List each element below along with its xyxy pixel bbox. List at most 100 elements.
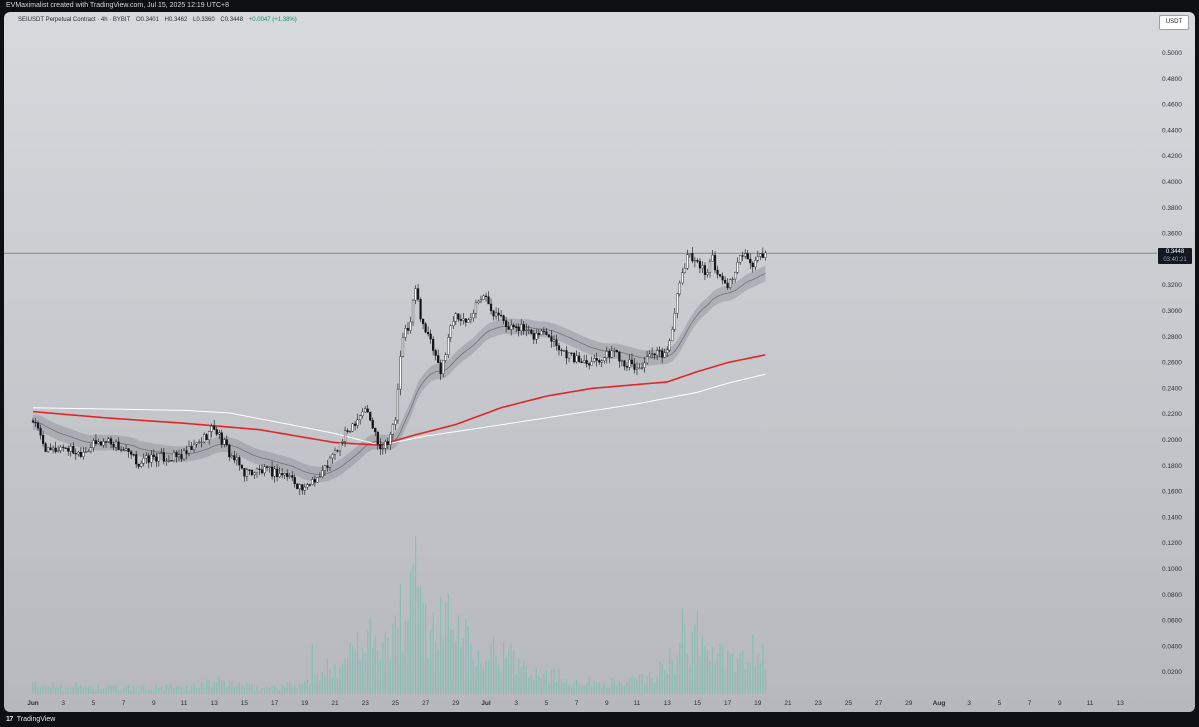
currency-button[interactable]: USDT — [1159, 15, 1189, 30]
volume-bar — [651, 678, 653, 694]
candle-down — [542, 330, 545, 332]
price-tick-label: 0.2000 — [1162, 437, 1182, 444]
volume-bar — [316, 674, 318, 694]
volume-bar — [203, 688, 205, 694]
volume-bar — [85, 686, 87, 694]
candle-up — [283, 473, 286, 476]
candle-down — [532, 333, 535, 340]
candle-down — [354, 423, 357, 426]
volume-bar — [412, 564, 414, 694]
volume-bar — [593, 681, 595, 694]
price-tick-label: 0.0200 — [1162, 669, 1182, 676]
volume-bar — [540, 678, 542, 694]
candle-up — [701, 265, 704, 269]
volume-bar — [57, 687, 59, 694]
volume-bar — [382, 642, 384, 694]
volume-bar — [138, 690, 140, 694]
volume-bar — [105, 687, 107, 694]
volume-bar — [357, 632, 359, 694]
candle-up — [223, 439, 226, 445]
price-axis[interactable]: 0.5000 0.4800 0.4600 0.4400 0.4200 0.4000 0.38… — [1162, 50, 1182, 676]
candle-up — [182, 450, 186, 460]
volume-bar — [180, 687, 183, 694]
volume-bar — [611, 678, 613, 694]
time-axis[interactable]: Jun 3 5 7 9 11 13 15 17 19 21 23 25 27 29 Jul 3 5 7 9 11 13 15… — [27, 700, 1124, 707]
volume-bar — [492, 636, 495, 694]
volume-bar — [233, 686, 235, 694]
candle-up — [255, 468, 259, 473]
candle-down — [545, 331, 548, 335]
volume-bar — [274, 685, 276, 694]
volume-bar — [762, 645, 764, 694]
candle-up — [399, 356, 402, 390]
volume-bar — [563, 681, 565, 694]
candle-up — [331, 454, 334, 459]
candle-down — [170, 460, 173, 462]
candle-down — [301, 484, 304, 491]
candle-up — [467, 319, 470, 323]
volume-bar — [661, 664, 663, 694]
candle-down — [723, 279, 727, 284]
candle-down — [578, 355, 581, 362]
volume-bar — [349, 642, 351, 694]
candle-down — [180, 454, 183, 460]
volume-bar — [399, 583, 402, 694]
candle-down — [99, 441, 103, 446]
candle-down — [598, 360, 601, 363]
volume-bar — [535, 668, 537, 694]
candle-up — [341, 441, 344, 443]
symbol-name: SEIUSDT Perpetual Contract · 4h · BYBIT — [18, 17, 131, 23]
candle-down — [416, 288, 420, 300]
candle-up — [140, 462, 143, 467]
volume-bar — [445, 601, 447, 694]
candle-up — [731, 278, 734, 281]
volume-bar — [487, 660, 490, 694]
candle-up — [409, 321, 412, 331]
volume-bar — [744, 669, 746, 694]
candle-down — [459, 319, 462, 321]
candle-up — [648, 353, 651, 357]
candle-down — [703, 265, 707, 275]
volume-bar — [681, 608, 683, 694]
volume-bar — [513, 649, 515, 694]
candle-down — [741, 255, 744, 257]
price-tick-label: 0.3000 — [1162, 308, 1182, 315]
price-tick-label: 0.1600 — [1162, 489, 1182, 496]
volume-bar — [218, 675, 220, 694]
volume-bar — [291, 686, 293, 694]
candle-up — [469, 317, 472, 320]
candle-down — [713, 254, 717, 271]
candle-up — [462, 318, 465, 321]
volume-bar — [533, 679, 535, 694]
candle-up — [452, 321, 455, 327]
time-tick-label: 5 — [998, 700, 1002, 707]
volume-bar — [284, 686, 286, 694]
volume-bar — [326, 658, 329, 694]
time-tick-label: 11 — [1087, 700, 1094, 707]
price-tick-label: 0.4200 — [1162, 153, 1182, 160]
candle-up — [235, 457, 238, 461]
candle-up — [157, 453, 160, 462]
candle-down — [286, 473, 289, 477]
candle-down — [437, 355, 440, 363]
candle-down — [555, 339, 558, 346]
volume-bar — [752, 634, 754, 694]
time-tick-label: Jun — [27, 700, 39, 707]
candle-down — [421, 318, 425, 325]
volume-bar — [198, 687, 200, 694]
candle-down — [580, 361, 583, 363]
volume-bar — [72, 687, 74, 694]
volume-bar — [573, 682, 575, 694]
volume-bar — [613, 680, 615, 694]
volume-bar — [419, 587, 422, 694]
candle-up — [200, 441, 203, 443]
bar-countdown: 03:40:21 — [1163, 257, 1187, 263]
volume-bar — [606, 688, 608, 694]
candle-down — [492, 310, 495, 317]
volume-bar — [160, 686, 162, 694]
volume-bar — [402, 651, 404, 694]
volume-bar — [409, 571, 412, 694]
volume-bar — [314, 675, 316, 694]
volume-bar — [228, 680, 230, 694]
